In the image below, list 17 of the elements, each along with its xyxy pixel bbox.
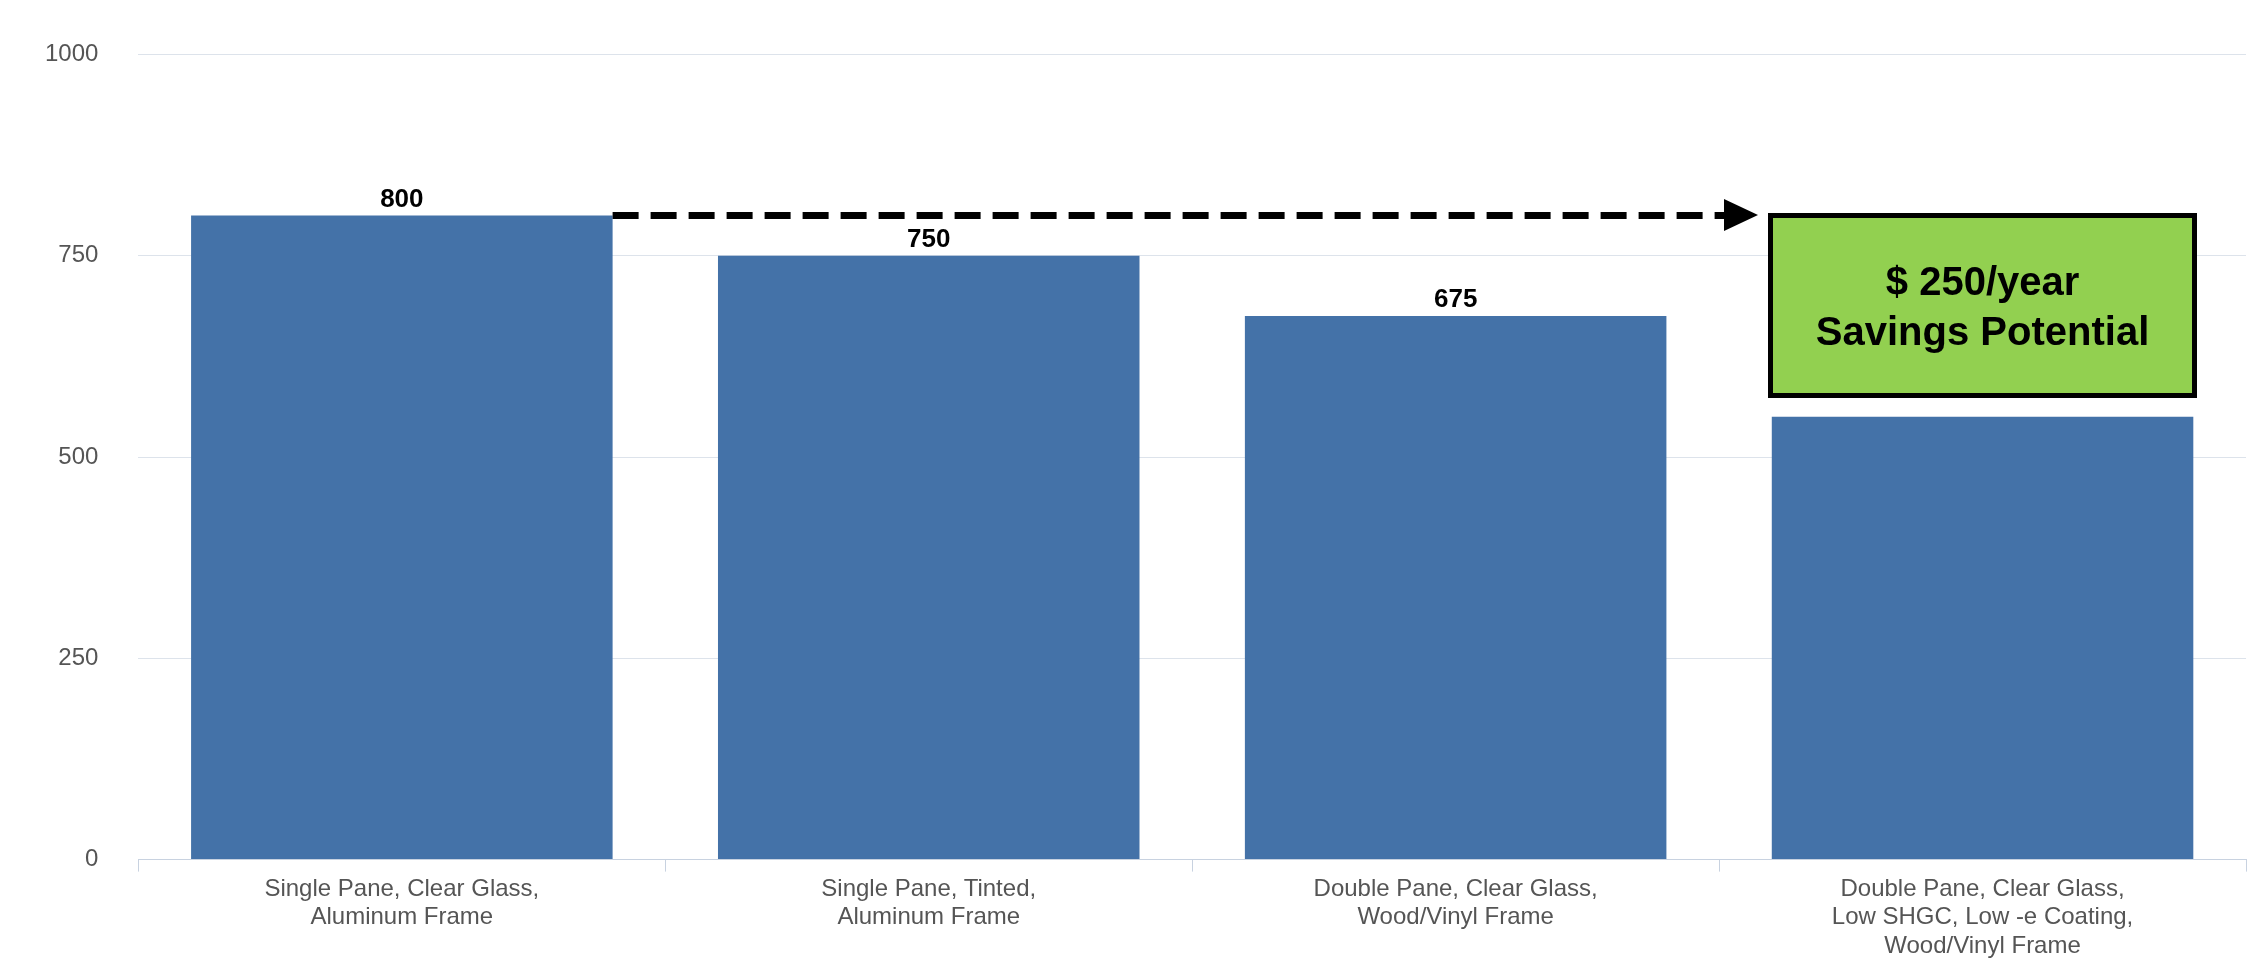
- y-tick-label: 750: [58, 240, 99, 268]
- bar: [191, 215, 613, 860]
- x-tick-label: Single Pane, Clear Glass, Aluminum Frame: [264, 873, 540, 930]
- x-tick-label: Double Pane, Clear Glass, Low SHGC, Low -e Coating, Wood/Vinyl Frame: [1831, 873, 2134, 959]
- bar: [1244, 316, 1667, 860]
- y-tick-label: 250: [58, 642, 99, 670]
- bar: [1771, 416, 2194, 860]
- x-tick-label: Single Pane, Tinted, Aluminum Frame: [821, 873, 1037, 930]
- y-tick-label: 1000: [45, 39, 99, 67]
- y-tick-label: 500: [58, 441, 99, 469]
- data-label: 750: [907, 222, 951, 253]
- y-tick-label: 0: [85, 844, 99, 872]
- data-label: 800: [380, 182, 424, 213]
- data-label: 675: [1433, 283, 1478, 314]
- annotation: $ 250/year Savings Potential: [1767, 213, 2198, 399]
- bar: [717, 255, 1140, 860]
- x-tick-label: Double Pane, Clear Glass, Wood/Vinyl Frame: [1313, 873, 1598, 930]
